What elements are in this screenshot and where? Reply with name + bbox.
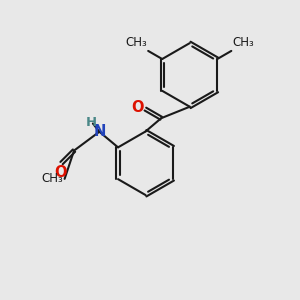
Text: CH₃: CH₃ (233, 36, 254, 49)
Text: O: O (54, 165, 67, 180)
Text: CH₃: CH₃ (41, 172, 63, 185)
Text: H: H (85, 116, 97, 129)
Text: O: O (131, 100, 143, 115)
Text: N: N (93, 124, 106, 139)
Text: CH₃: CH₃ (125, 36, 147, 49)
